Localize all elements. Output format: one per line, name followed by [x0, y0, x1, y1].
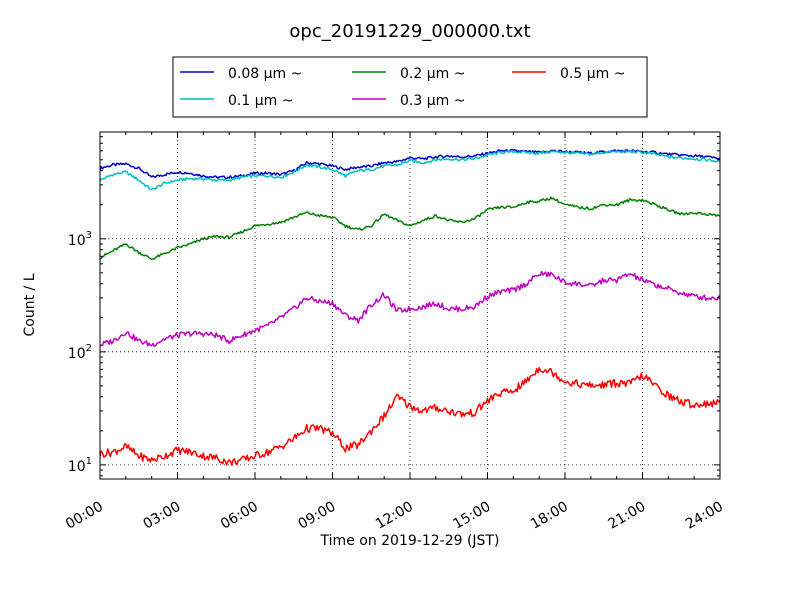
chart-title: opc_20191229_000000.txt	[289, 21, 530, 42]
x-tick-label: 00:00	[63, 499, 106, 533]
series-line-0.3	[99, 270, 721, 347]
y-axis-label: Count / L	[22, 273, 38, 336]
x-tick-label: 03:00	[141, 499, 184, 533]
legend-frame	[172, 56, 648, 118]
x-tick-label: 09:00	[296, 499, 339, 533]
legend-label-0.1um: 0.1 µm ~	[228, 93, 293, 109]
y-tick-label: 103	[68, 230, 92, 249]
legend-label-0.2um: 0.2 µm ~	[400, 66, 465, 82]
x-tick-label: 06:00	[218, 499, 261, 533]
x-tick-label: 18:00	[528, 499, 571, 533]
axis-ticks: 00:00 03:00 06:00 09:00 12:00 15:00 18:00 21:00…	[63, 132, 726, 533]
legend-label-0.08um: 0.08 µm ~	[228, 66, 302, 82]
grid-lines	[100, 132, 720, 479]
series-lines	[99, 148, 721, 466]
x-tick-label: 21:00	[606, 499, 649, 533]
y-tick-label: 101	[68, 456, 92, 475]
series-line-0.5	[99, 367, 721, 466]
x-tick-label: 12:00	[373, 499, 416, 533]
legend: 0.08 µm ~ 0.1 µm ~ 0.2 µm ~ 0.3 µm ~ 0.5…	[172, 56, 648, 118]
x-tick-label: 15:00	[451, 499, 494, 533]
series-line-0.2	[99, 196, 721, 261]
series-line-0.1	[99, 149, 721, 191]
plot-frame	[99, 131, 721, 480]
x-axis-label: Time on 2019-12-29 (JST)	[320, 533, 500, 549]
legend-label-0.5um: 0.5 µm ~	[560, 66, 625, 82]
y-tick-label: 102	[68, 343, 92, 362]
x-tick-label: 24:00	[683, 499, 726, 533]
legend-label-0.3um: 0.3 µm ~	[400, 93, 465, 109]
